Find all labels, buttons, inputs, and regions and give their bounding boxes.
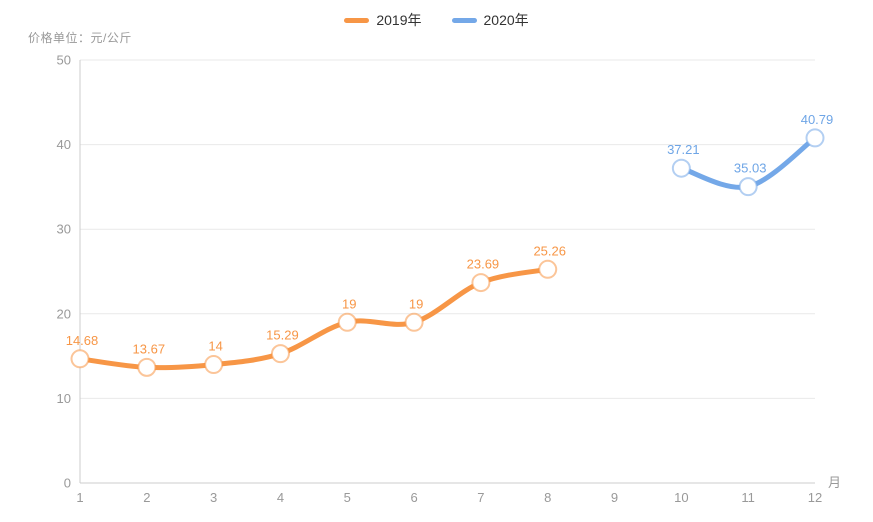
data-label-2019年-5: 19 [342, 296, 356, 311]
data-label-2020年-11: 35.03 [734, 161, 767, 176]
x-tick-label: 10 [674, 490, 688, 505]
x-tick-label: 6 [410, 490, 417, 505]
x-tick-label: 9 [611, 490, 618, 505]
data-point-2019年-1[interactable] [70, 349, 90, 369]
y-tick-label: 40 [57, 137, 71, 152]
data-point-2019年-2[interactable] [137, 357, 157, 377]
y-axis-title: 价格单位：元/公斤 [28, 31, 132, 45]
x-tick-label: 2 [143, 490, 150, 505]
x-tick-label: 11 [741, 490, 755, 505]
y-tick-label: 50 [57, 53, 71, 68]
data-point-2019年-6[interactable] [404, 312, 424, 332]
legend-label: 2020年 [483, 12, 529, 28]
data-label-2019年-3: 14 [208, 339, 222, 354]
data-label-2020年-10: 37.21 [667, 142, 700, 157]
x-tick-label: 1 [76, 490, 83, 505]
data-label-2020年-12: 40.79 [801, 112, 834, 127]
data-point-2019年-4[interactable] [270, 344, 290, 364]
x-tick-label: 7 [477, 490, 484, 505]
x-tick-label: 3 [210, 490, 217, 505]
data-point-2019年-3[interactable] [204, 355, 224, 375]
y-tick-label: 20 [57, 306, 71, 321]
legend: 2019年 2020年 [0, 10, 873, 30]
x-tick-label: 8 [544, 490, 551, 505]
data-point-2020年-12[interactable] [805, 128, 825, 148]
data-label-2019年-4: 15.29 [266, 328, 299, 343]
legend-item-2020年[interactable]: 2020年 [451, 10, 529, 30]
x-tick-label: 12 [808, 490, 822, 505]
x-tick-label: 5 [344, 490, 351, 505]
y-tick-label: 0 [64, 476, 71, 491]
data-label-2019年-6: 19 [409, 296, 423, 311]
data-point-2019年-5[interactable] [337, 312, 357, 332]
data-point-2020年-10[interactable] [671, 158, 691, 178]
data-label-2019年-8: 25.26 [533, 243, 566, 258]
legend-item-2019年[interactable]: 2019年 [344, 10, 422, 30]
y-tick-label: 30 [57, 222, 71, 237]
legend-swatch [451, 17, 477, 23]
legend-label: 2019年 [376, 12, 422, 28]
data-point-2020年-11[interactable] [738, 177, 758, 197]
y-tick-label: 10 [57, 391, 71, 406]
legend-swatch [344, 17, 370, 23]
data-label-2019年-2: 13.67 [133, 341, 166, 356]
x-axis-title: 月 [828, 475, 841, 490]
data-label-2019年-1: 14.68 [66, 333, 99, 348]
data-point-2019年-8[interactable] [538, 259, 558, 279]
x-tick-label: 4 [277, 490, 284, 505]
data-label-2019年-7: 23.69 [467, 257, 500, 272]
data-point-2019年-7[interactable] [471, 273, 491, 293]
